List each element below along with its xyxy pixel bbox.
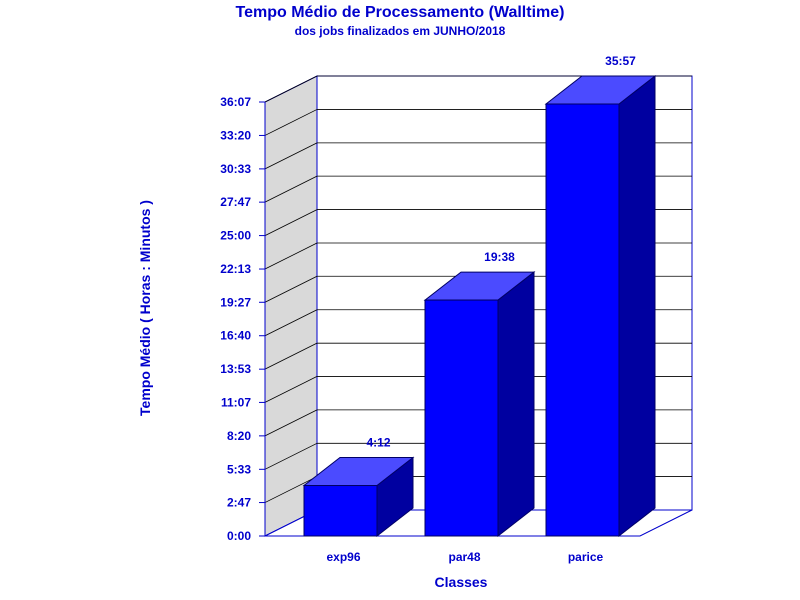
gridline-side [264,409,318,437]
value-label: 35:57 [605,54,636,68]
gridline-side [264,342,318,370]
bar-side [497,271,535,538]
y-tick-label: 33:20 [220,128,251,142]
y-tick-label: 8:20 [227,429,251,443]
y-tick-label: 27:47 [220,195,251,209]
bar-exp96 [303,485,378,537]
gridline-side [264,309,318,337]
gridline-side [264,442,318,470]
gridline-side [264,75,318,103]
plot-area: 0:00 2:47 5:33 8:20 11:07 13:53 16:40 19:27 22:1… [220,54,693,564]
chart-title: Tempo Médio de Processamento (Walltime) [236,4,565,21]
bar-parice [545,103,620,537]
y-tick-label: 11:07 [221,395,251,409]
gridline-side [264,142,318,170]
y-tick-label: 19:27 [220,295,251,309]
y-tick-label: 2:47 [227,496,251,510]
x-tick-label: exp96 [326,550,360,564]
side-wall [264,75,318,537]
x-axis-label: Classes [435,574,488,590]
y-tick-label: 16:40 [220,329,251,343]
y-axis-label: Tempo Médio ( Horas : Minutos ) [137,200,153,416]
x-tick-label: par48 [448,550,480,564]
gridline-side [264,109,318,136]
y-tick-label: 25:00 [220,229,251,243]
gridline-side [264,376,318,403]
y-tick-label: 36:07 [220,95,251,109]
gridline-side [264,476,318,503]
x-tick-label: parice [568,550,604,564]
y-tick-label: 22:13 [220,262,251,276]
gridline-side [264,175,318,203]
value-label: 19:38 [484,250,515,264]
chart-subtitle: dos jobs finalizados em JUNHO/2018 [295,24,506,38]
bar-side [618,74,656,538]
y-tick-label: 30:33 [220,162,251,176]
y-tick-label: 0:00 [227,529,251,543]
y-tick-label: 5:33 [227,462,251,476]
y-tick-label: 13:53 [220,362,251,376]
gridline-side [264,209,318,236]
gridline-side [264,275,318,303]
bar-par48 [424,299,499,537]
gridline-side [264,242,318,270]
value-label: 4:12 [366,436,390,450]
